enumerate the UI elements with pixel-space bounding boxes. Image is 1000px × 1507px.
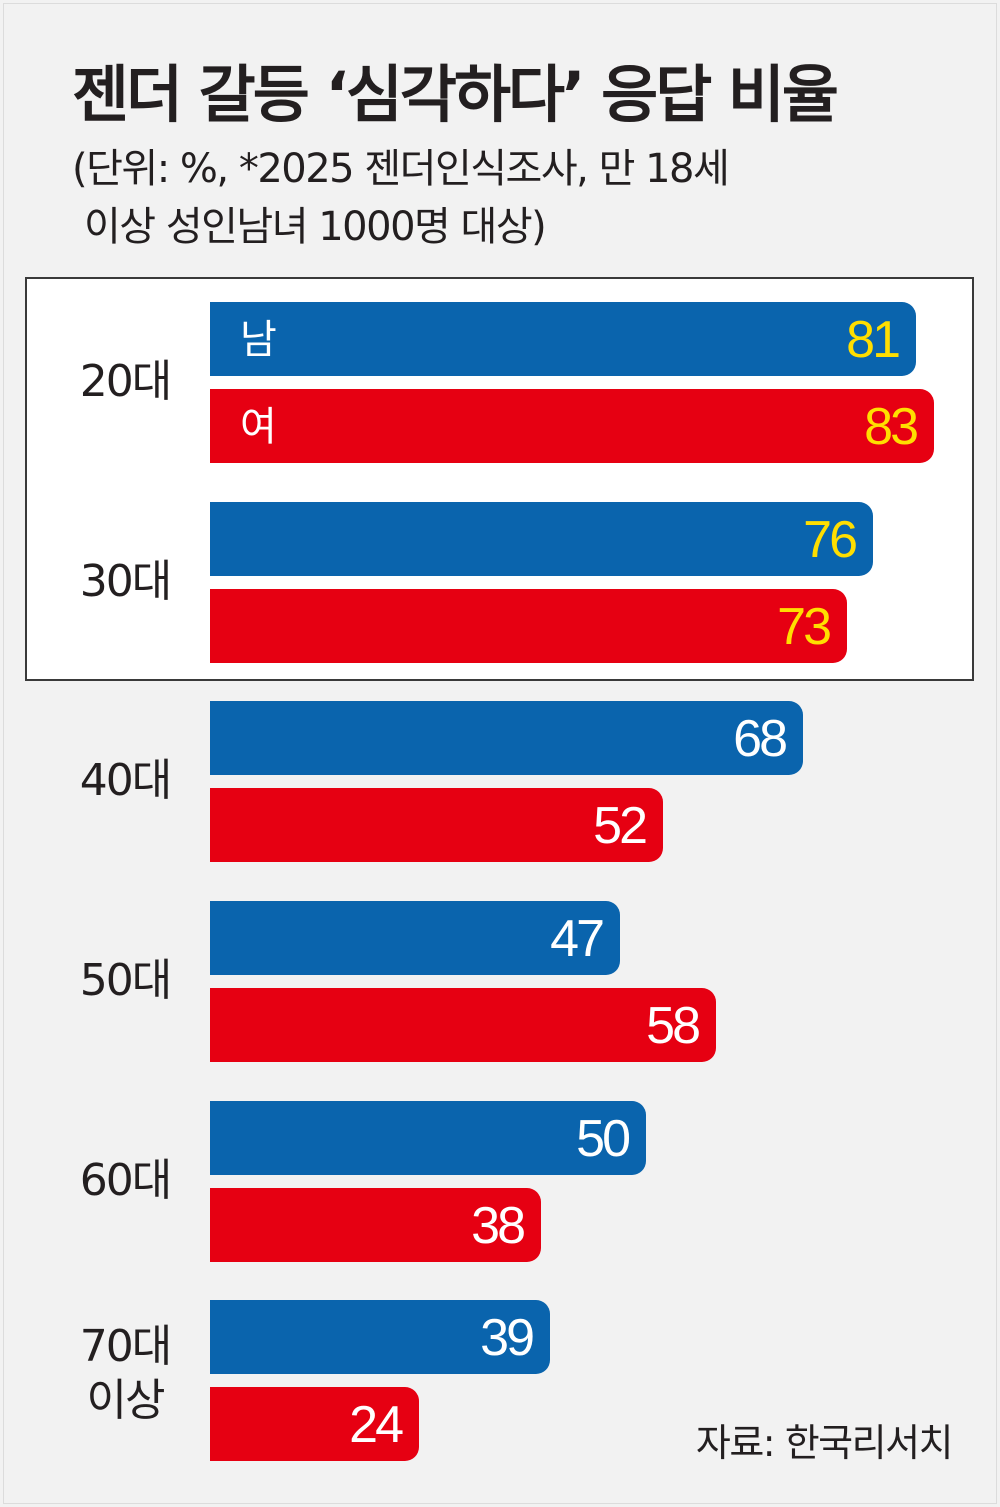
bar-value-label: 52 bbox=[593, 797, 648, 855]
bar-value-label: 81 bbox=[846, 311, 901, 369]
female-bar: 38 bbox=[210, 1188, 541, 1262]
subtitle-line-2: 이상 성인남녀 1000명 대상) bbox=[84, 204, 547, 250]
bar-value-label: 39 bbox=[480, 1309, 535, 1367]
female-bar: 여 83 bbox=[210, 389, 934, 463]
female-bar: 52 bbox=[210, 788, 663, 862]
female-bar: 73 bbox=[210, 589, 847, 663]
male-bar: 남 81 bbox=[210, 302, 916, 376]
male-bar: 76 bbox=[210, 502, 873, 576]
category-label: 50대 bbox=[79, 955, 172, 1006]
category-label: 60대 bbox=[79, 1155, 172, 1206]
category-label: 20대 bbox=[79, 356, 172, 407]
bar-value-label: 76 bbox=[803, 511, 858, 569]
category-label: 70대 이상 bbox=[79, 1321, 172, 1426]
legend-label: 남 bbox=[240, 317, 277, 363]
source-note: 자료: 한국리서치 bbox=[695, 1421, 954, 1465]
female-bar: 24 bbox=[210, 1387, 419, 1461]
male-bar: 39 bbox=[210, 1300, 550, 1374]
bar-value-label: 24 bbox=[349, 1396, 404, 1454]
bar-value-label: 50 bbox=[576, 1110, 631, 1168]
female-bar: 58 bbox=[210, 988, 716, 1062]
chart-title: 젠더 갈등 ‘심각하다’ 응답 비율 bbox=[72, 58, 839, 131]
bar-value-label: 73 bbox=[777, 598, 832, 656]
bar-value-label: 38 bbox=[471, 1197, 526, 1255]
bar-value-label: 47 bbox=[550, 910, 605, 968]
male-bar: 68 bbox=[210, 701, 803, 775]
subtitle-line-1: (단위: %, *2025 젠더인식조사, 만 18세 bbox=[72, 146, 730, 192]
bar-value-label: 68 bbox=[733, 710, 788, 768]
bar-value-label: 58 bbox=[646, 997, 701, 1055]
chart-subtitle: (단위: %, *2025 젠더인식조사, 만 18세 이상 성인남녀 1000… bbox=[72, 140, 730, 256]
legend-label: 여 bbox=[240, 404, 277, 450]
male-bar: 47 bbox=[210, 901, 620, 975]
category-label: 30대 bbox=[79, 556, 172, 607]
category-label: 40대 bbox=[79, 755, 172, 806]
male-bar: 50 bbox=[210, 1101, 646, 1175]
bar-value-label: 83 bbox=[864, 398, 919, 456]
